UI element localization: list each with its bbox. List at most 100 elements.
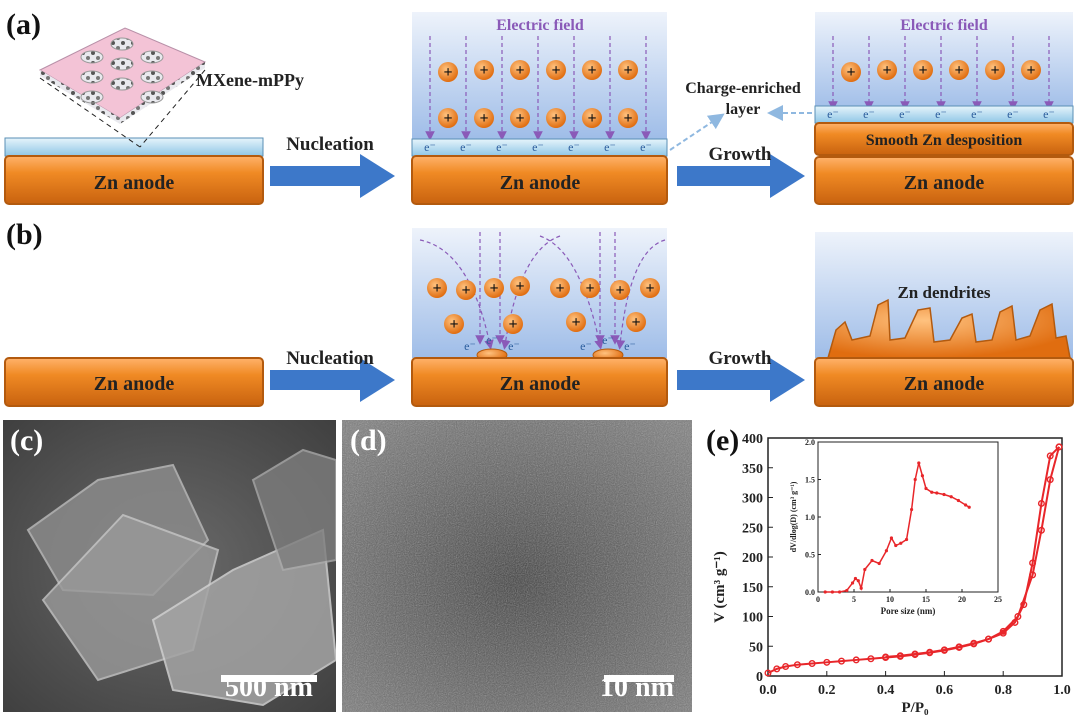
inset-frame [817, 441, 999, 593]
svg-text:+: + [571, 314, 580, 331]
a2-field-label: Electric field [496, 17, 584, 34]
svg-text:e⁻: e⁻ [899, 107, 911, 121]
a3-anode [814, 156, 1074, 205]
b-growth-arrow: Growth [677, 348, 805, 402]
pore-size-point [850, 581, 855, 585]
b1-anode [4, 357, 264, 407]
b-growth-label: Growth [709, 348, 772, 369]
svg-text:+: + [479, 62, 488, 79]
a3-field-lines [828, 36, 1054, 111]
svg-text:+: + [615, 282, 624, 299]
b3-anode-label: Zn anode [904, 373, 985, 395]
svg-text:e⁻: e⁻ [624, 339, 636, 353]
pore-size-point [856, 579, 860, 583]
pore-size-point [830, 590, 834, 594]
isotherm-point [970, 639, 978, 647]
a1-anode [4, 155, 264, 205]
inset-x-tick-label: 15 [922, 595, 930, 604]
tem-scale-label: 10 nm [600, 672, 674, 703]
sem-image [3, 420, 336, 712]
sem-scale-label: 500 nm [225, 672, 313, 703]
y-tick-label: 50 [749, 640, 763, 655]
svg-text:e⁻: e⁻ [532, 140, 544, 154]
b-stage1: Zn anode [4, 357, 264, 407]
x-tick-label: 0.4 [877, 683, 895, 698]
zn-dendrites-label: Zn dendrites [897, 283, 990, 302]
x-tick-label: 0.2 [818, 683, 836, 698]
y-tick-label: 100 [742, 611, 763, 626]
inset-y-tick-label: 2.0 [805, 438, 815, 447]
pore-size-point [870, 558, 874, 563]
isotherm-point [823, 658, 831, 666]
y-tick-label: 400 [742, 432, 763, 447]
svg-text:e⁻: e⁻ [508, 339, 520, 353]
inset-y-axis-label: dV/dlog(D) (cm³ g⁻¹) [789, 481, 798, 552]
inset-y-tick-label: 1.5 [805, 476, 815, 485]
a-nucleation-arrow: Nucleation [270, 134, 395, 198]
svg-text:e⁻: e⁻ [640, 140, 652, 154]
isotherm-point [837, 657, 845, 665]
svg-text:+: + [846, 64, 855, 81]
mxene-label: MXene-mPPy [196, 70, 304, 90]
y-tick-label: 300 [742, 492, 763, 507]
isotherm-point [1029, 559, 1037, 567]
x-tick-label: 0.8 [994, 683, 1012, 698]
b-nucleation-arrow: Nucleation [270, 348, 395, 402]
svg-text:+: + [645, 280, 654, 297]
y-axis-label: V (cm³ g⁻¹) [712, 551, 728, 623]
a3-electrons: e⁻ e⁻ e⁻ e⁻ e⁻ e⁻ e⁻ [827, 107, 1055, 121]
a-growth-label: Growth [709, 144, 772, 165]
isotherm-point [852, 656, 860, 664]
b3-anode [814, 357, 1074, 407]
svg-text:+: + [515, 110, 524, 127]
svg-text:+: + [432, 280, 441, 297]
svg-text:e⁻: e⁻ [827, 107, 839, 121]
inset-x-tick-label: 0 [816, 595, 820, 604]
svg-text:e⁻: e⁻ [580, 339, 592, 353]
pore-size-point [889, 536, 894, 540]
pore-size-point [920, 474, 924, 478]
svg-text:+: + [585, 280, 594, 297]
pore-size-point [859, 586, 863, 590]
a-stage2: Electric field + + + + + + + + + + + + e⁻ e⁻ e⁻ e⁻ e⁻ e… [411, 12, 668, 205]
inset-x-tick-label: 25 [994, 595, 1002, 604]
tem-image [342, 420, 692, 712]
inset-y-tick-label: 0.5 [805, 551, 815, 560]
smooth-zn-layer [814, 122, 1074, 156]
inset-x-tick-label: 10 [886, 595, 894, 604]
svg-text:+: + [587, 62, 596, 79]
pore-size-point [877, 561, 881, 566]
svg-text:e⁻: e⁻ [1007, 107, 1019, 121]
y-tick-label: 0 [756, 670, 763, 685]
svg-text:e⁻: e⁻ [496, 140, 508, 154]
main-axes: 0.0 0.2 0.4 0.6 0.8 1.00501001502002503003504… [712, 432, 1071, 715]
x-axis-label: P/P₀ [902, 700, 929, 715]
a2-anode [411, 155, 668, 205]
svg-text:+: + [515, 278, 524, 295]
svg-text:e⁻: e⁻ [424, 140, 436, 154]
isotherm-point [1014, 612, 1022, 620]
b-stage2: + + + + + + + + + + + + e⁻ e⁻ e⁻ e⁻ e⁻ e⁻ Zn anode [411, 228, 668, 407]
tem-micrograph: 10 nm [342, 420, 692, 712]
pore-size-point [823, 590, 827, 594]
charge-layer-label-1: Charge-enriched [685, 80, 801, 97]
a2-anode-label: Zn anode [500, 172, 581, 194]
panel-label-c: (c) [10, 424, 44, 457]
b-stage3: Zn dendrites Zn anode [814, 232, 1074, 407]
svg-text:+: + [449, 316, 458, 333]
svg-text:+: + [631, 314, 640, 331]
pore-size-point [930, 490, 934, 494]
isotherm-point [782, 662, 790, 670]
panel-label-a: (a) [6, 8, 41, 41]
svg-text:e⁻: e⁻ [935, 107, 947, 121]
svg-text:+: + [623, 110, 632, 127]
pore-size-point [924, 486, 928, 491]
isotherm-point [773, 665, 781, 673]
a1-layer [4, 137, 264, 157]
pore-size-point [894, 543, 898, 548]
b1-anode-label: Zn anode [94, 373, 175, 395]
svg-text:+: + [882, 62, 891, 79]
svg-text:e⁻: e⁻ [604, 140, 616, 154]
svg-text:e⁻: e⁻ [1043, 107, 1055, 121]
pore-size-point [942, 492, 946, 497]
